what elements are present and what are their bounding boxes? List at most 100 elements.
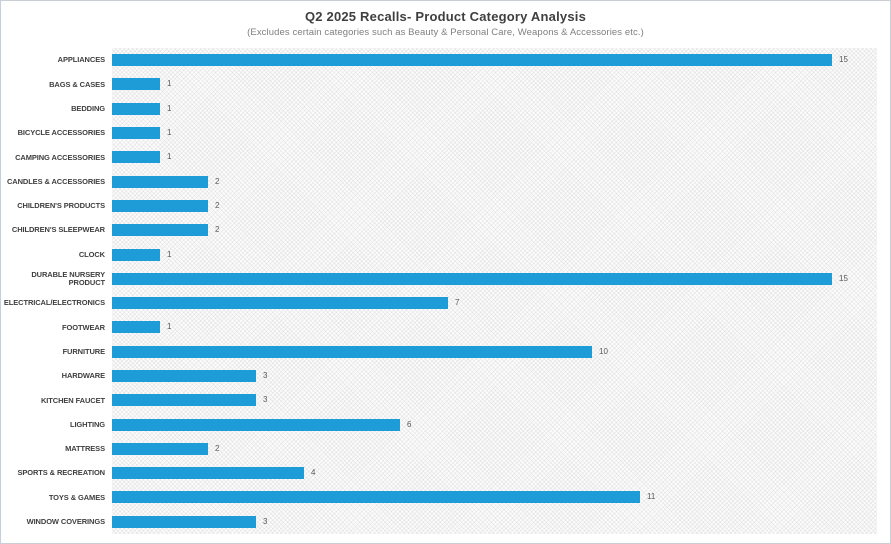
chart-row: CANDLES & ACCESSORIES 2 — [1, 169, 890, 193]
bar-track: 2 — [112, 169, 890, 193]
value-label: 2 — [215, 176, 220, 186]
bar — [112, 467, 304, 480]
category-label: FOOTWEAR — [62, 322, 105, 332]
chart-row: BICYCLE ACCESSORIES 1 — [1, 121, 890, 145]
chart-row: SPORTS & RECREATION 4 — [1, 461, 890, 485]
chart-row: BEDDING 1 — [1, 97, 890, 121]
chart-header: Q2 2025 Recalls- Product Category Analys… — [1, 1, 890, 48]
value-label: 2 — [215, 200, 220, 210]
value-label: 6 — [407, 419, 412, 429]
bar-track: 1 — [112, 315, 890, 339]
chart-row: BAGS & CASES 1 — [1, 72, 890, 96]
bar-track: 3 — [112, 388, 890, 412]
category-label: CAMPING ACCESSORIES — [15, 152, 105, 162]
bar-chart: APPLIANCES 15 BAGS & CASES 1 BEDDING 1 BICYCLE… — [1, 48, 890, 534]
bar — [112, 297, 448, 310]
category-label: CLOCK — [78, 249, 105, 259]
chart-row: WINDOW COVERINGS 3 — [1, 510, 890, 534]
chart-row: MATTRESS 2 — [1, 437, 890, 461]
bar — [112, 102, 160, 115]
value-label: 3 — [263, 395, 268, 405]
bar — [112, 272, 832, 285]
category-label: TOYS & GAMES — [48, 492, 105, 502]
bar — [112, 321, 160, 334]
category-label: BICYCLE ACCESSORIES — [17, 128, 106, 138]
value-label: 2 — [215, 443, 220, 453]
bar — [112, 418, 400, 431]
chart-row: APPLIANCES 15 — [1, 48, 890, 72]
bar-track: 2 — [112, 437, 890, 461]
bar — [112, 442, 208, 455]
value-label: 11 — [647, 492, 656, 502]
value-label: 1 — [167, 103, 172, 113]
category-label: WINDOW COVERINGS — [26, 517, 106, 527]
bar — [112, 151, 160, 164]
bar — [112, 248, 160, 261]
chart-row: TOYS & GAMES 11 — [1, 485, 890, 509]
bar-track: 10 — [112, 340, 890, 364]
chart-row: HARDWARE 3 — [1, 364, 890, 388]
bar — [112, 394, 256, 407]
value-label: 15 — [839, 273, 848, 283]
bar-track: 1 — [112, 145, 890, 169]
category-label: BEDDING — [71, 103, 105, 113]
category-label: LIGHTING — [69, 419, 105, 429]
bar — [112, 224, 208, 237]
value-label: 1 — [167, 322, 172, 332]
category-label: ELECTRICAL/ELECTRONICS — [3, 298, 105, 308]
category-label: KITCHEN FAUCET — [40, 395, 105, 405]
category-label: CANDLES & ACCESSORIES — [6, 176, 105, 186]
value-label: 3 — [263, 516, 268, 526]
value-label: 3 — [263, 371, 268, 380]
category-label: DURABLE NURSERY PRODUCT — [31, 270, 105, 287]
chart-row: FOOTWEAR 1 — [1, 315, 890, 339]
chart-subtitle: (Excludes certain categories such as Bea… — [247, 27, 644, 38]
value-label: 10 — [599, 346, 608, 356]
bar — [112, 199, 208, 212]
category-label: BAGS & CASES — [49, 79, 105, 89]
chart-row: FURNITURE 10 — [1, 340, 890, 364]
category-label: APPLIANCES — [57, 55, 105, 65]
bar-track: 7 — [112, 291, 890, 315]
bar-track: 2 — [112, 194, 890, 218]
value-label: 7 — [455, 298, 460, 308]
value-label: 1 — [167, 79, 172, 89]
bar-track: 11 — [112, 485, 890, 509]
category-label: SPORTS & RECREATION — [17, 468, 105, 478]
bar — [112, 345, 592, 358]
chart-rows: APPLIANCES 15 BAGS & CASES 1 BEDDING 1 BICYCLE… — [1, 48, 890, 534]
value-label: 1 — [167, 152, 172, 162]
bar — [112, 515, 256, 528]
chart-row: CHILDREN'S SLEEPWEAR 2 — [1, 218, 890, 242]
value-label: 4 — [311, 468, 316, 478]
chart-row: ELECTRICAL/ELECTRONICS 7 — [1, 291, 890, 315]
bar-track: 1 — [112, 242, 890, 266]
chart-row: DURABLE NURSERY PRODUCT 15 — [1, 267, 890, 291]
chart-row: LIGHTING 6 — [1, 412, 890, 436]
bar — [112, 54, 832, 67]
bar-track: 2 — [112, 218, 890, 242]
bar — [112, 78, 160, 91]
value-label: 15 — [839, 55, 848, 65]
bar-track: 15 — [112, 48, 890, 72]
bar — [112, 491, 640, 504]
category-label: CHILDREN'S SLEEPWEAR — [11, 225, 105, 235]
bar-track: 6 — [112, 412, 890, 436]
category-label: HARDWARE — [61, 371, 105, 381]
chart-row: KITCHEN FAUCET 3 — [1, 388, 890, 412]
category-label: CHILDREN'S PRODUCTS — [17, 201, 105, 211]
category-label: FURNITURE — [62, 346, 106, 356]
chart-row: CLOCK 1 — [1, 242, 890, 266]
bar-track: 3 — [112, 510, 890, 534]
chart-row: CAMPING ACCESSORIES 1 — [1, 145, 890, 169]
bar-track: 1 — [112, 97, 890, 121]
bar-track: 3 — [112, 364, 890, 388]
category-label: MATTRESS — [65, 444, 105, 454]
bar-track: 4 — [112, 461, 890, 485]
value-label: 1 — [167, 128, 172, 138]
bar — [112, 175, 208, 188]
plot-background — [112, 48, 877, 534]
value-label: 2 — [215, 225, 220, 235]
value-label: 1 — [167, 249, 172, 259]
